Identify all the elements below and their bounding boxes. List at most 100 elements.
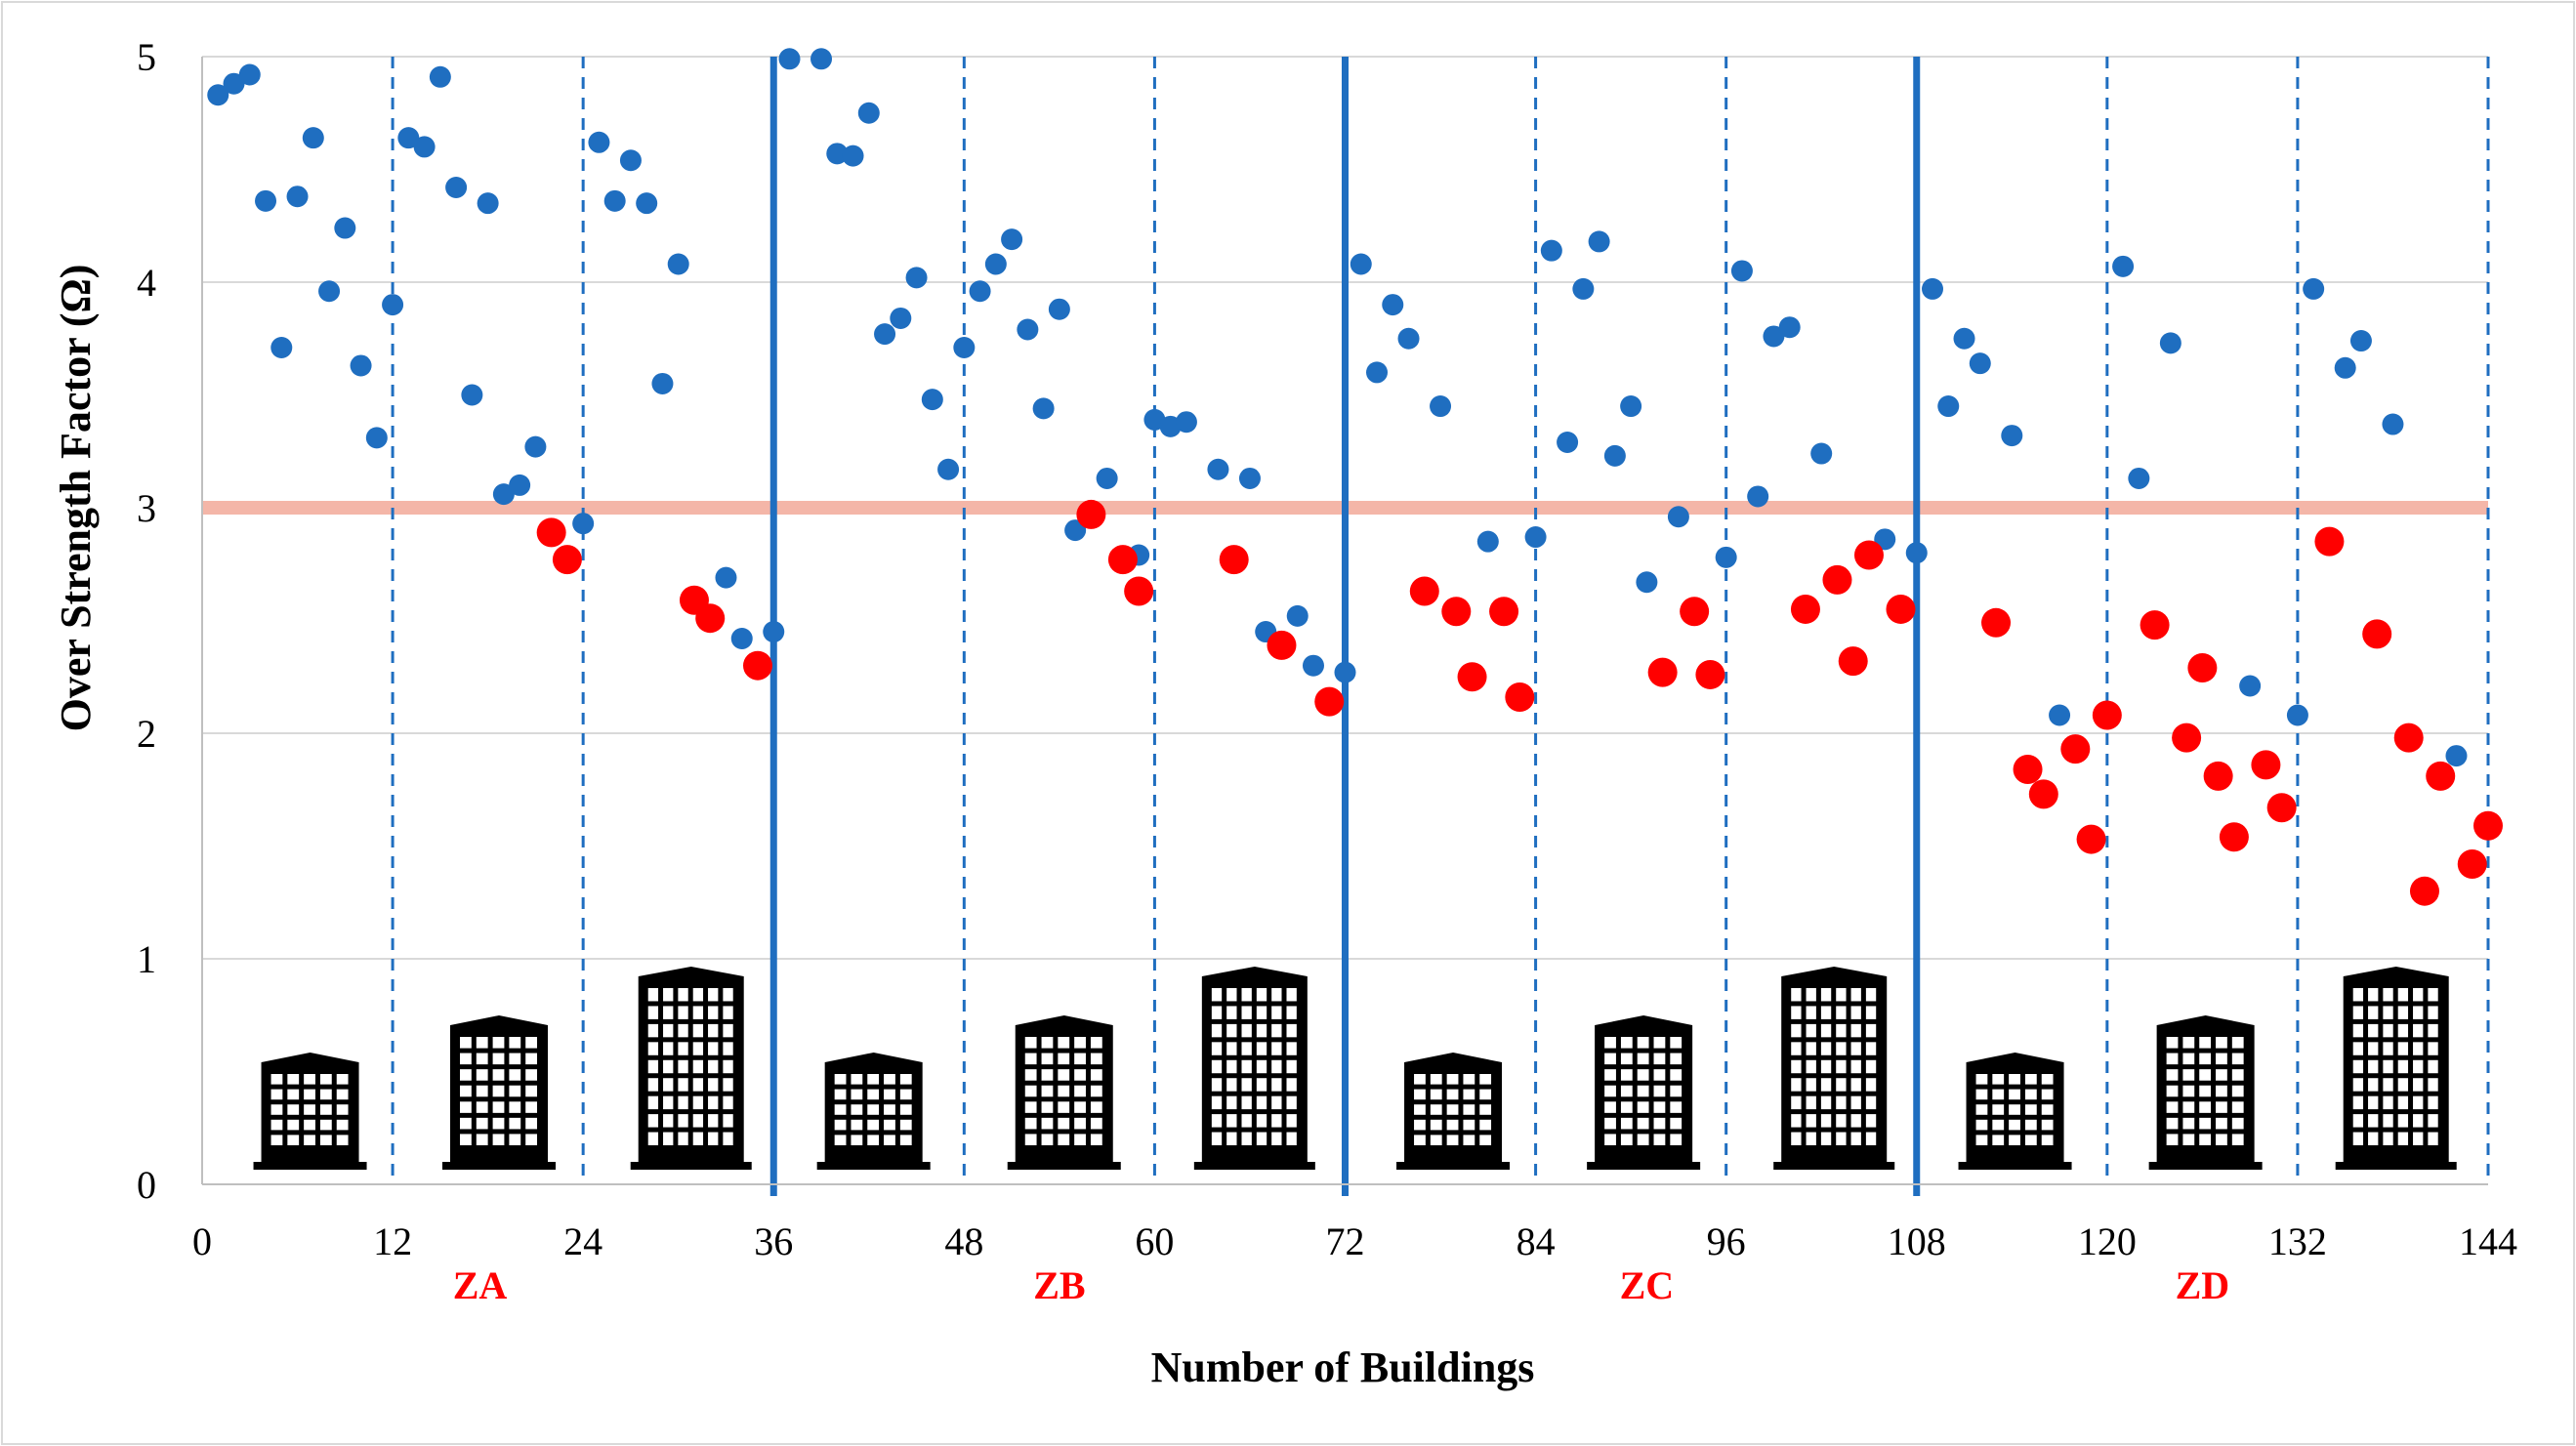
building-window: [1430, 1135, 1442, 1145]
data-point-above: [1969, 352, 1991, 375]
data-point-above: [1620, 395, 1642, 418]
building-window: [2182, 1134, 2195, 1145]
data-point-above: [890, 307, 912, 329]
building-window: [1604, 1101, 1616, 1113]
building-base: [2335, 1162, 2457, 1170]
building-window: [2182, 1069, 2195, 1081]
building-window: [1286, 1006, 1297, 1019]
building-window: [663, 988, 674, 1002]
data-point-above: [1763, 325, 1785, 348]
building-window: [1058, 1069, 1070, 1081]
building-window: [678, 1132, 688, 1145]
building-window: [1637, 1117, 1649, 1130]
building-window: [2009, 1135, 2020, 1145]
data-point-above: [2349, 330, 2372, 352]
data-point-below: [1838, 646, 1868, 677]
building-window: [2231, 1069, 2244, 1081]
building-window: [2024, 1119, 2037, 1131]
data-point-above: [1302, 654, 1324, 677]
building-window: [1806, 1023, 1816, 1038]
building-window: [2413, 1078, 2424, 1092]
building-window: [1604, 1069, 1616, 1081]
building-window: [1074, 1134, 1086, 1145]
building-window: [1090, 1134, 1102, 1145]
building-window: [525, 1085, 538, 1097]
data-point-above: [1207, 458, 1229, 480]
building-window: [1653, 1101, 1666, 1113]
data-point-above: [1175, 411, 1197, 434]
building-window: [678, 1006, 688, 1019]
building-window: [678, 1095, 688, 1110]
building-window: [476, 1053, 488, 1065]
building-window: [2397, 1059, 2409, 1074]
data-point-below: [1124, 576, 1154, 606]
building-window: [647, 1095, 659, 1110]
building-window: [2166, 1101, 2179, 1113]
data-point-below: [1853, 540, 1884, 570]
building-window: [2041, 1074, 2054, 1085]
data-point-above: [1382, 294, 1404, 316]
building-window: [2024, 1089, 2037, 1100]
building-window: [287, 1104, 300, 1115]
data-point-below: [1409, 576, 1439, 606]
data-point-above: [842, 145, 864, 167]
building-window: [851, 1119, 863, 1131]
x-tick-label: 48: [944, 1219, 983, 1263]
building-window: [1806, 1006, 1816, 1019]
building-window: [1211, 1114, 1223, 1128]
building-window: [1806, 1078, 1816, 1092]
building-window: [460, 1117, 472, 1130]
building-window: [2383, 1006, 2393, 1019]
building-window: [1414, 1089, 1426, 1100]
data-point-above: [1636, 571, 1658, 594]
building-window: [884, 1089, 895, 1100]
building-window: [678, 988, 688, 1002]
building-window: [723, 1023, 733, 1038]
building-window: [2397, 1114, 2409, 1128]
building-window: [1286, 988, 1297, 1002]
building-window: [1286, 1095, 1297, 1110]
data-point-above: [1905, 542, 1928, 564]
data-point-above: [1430, 395, 1452, 418]
building-base: [1396, 1162, 1511, 1170]
building-window: [1604, 1117, 1616, 1130]
building-window: [899, 1119, 912, 1131]
building-window: [2199, 1117, 2212, 1130]
building-window: [708, 1042, 719, 1055]
building-window: [647, 1132, 659, 1145]
data-point-above: [1778, 316, 1801, 339]
building-window: [2428, 1059, 2438, 1074]
data-point-above: [1334, 661, 1356, 683]
building-window: [2231, 1134, 2244, 1145]
building-window: [1637, 1134, 1649, 1145]
building-window: [1463, 1135, 1475, 1145]
building-window: [2216, 1134, 2227, 1145]
data-point-below: [536, 517, 566, 548]
building-window: [647, 1023, 659, 1038]
building-window: [2428, 1078, 2438, 1092]
building-window: [1479, 1135, 1492, 1145]
building-window: [678, 1078, 688, 1092]
data-point-above: [223, 72, 245, 95]
data-point-above: [382, 294, 404, 316]
building-window: [336, 1135, 349, 1145]
high-rise-building-icon: [2335, 967, 2457, 1170]
x-tick-label: 84: [1517, 1219, 1556, 1263]
data-point-above: [636, 192, 658, 215]
zone-label: ZA: [453, 1263, 508, 1307]
building-window: [1865, 1114, 1877, 1128]
building-window: [1992, 1119, 2005, 1131]
building-window: [1463, 1089, 1475, 1100]
data-point-below: [2473, 810, 2503, 841]
building-window: [2413, 1095, 2424, 1110]
building-window: [663, 1095, 674, 1110]
building-window: [2182, 1053, 2195, 1065]
building-window: [509, 1085, 521, 1097]
building-base: [816, 1162, 931, 1170]
building-window: [1850, 1023, 1861, 1038]
building-window: [1479, 1074, 1492, 1085]
building-window: [1041, 1053, 1054, 1065]
x-tick-label: 60: [1135, 1219, 1174, 1263]
building-base: [630, 1162, 752, 1170]
building-window: [1041, 1069, 1054, 1081]
